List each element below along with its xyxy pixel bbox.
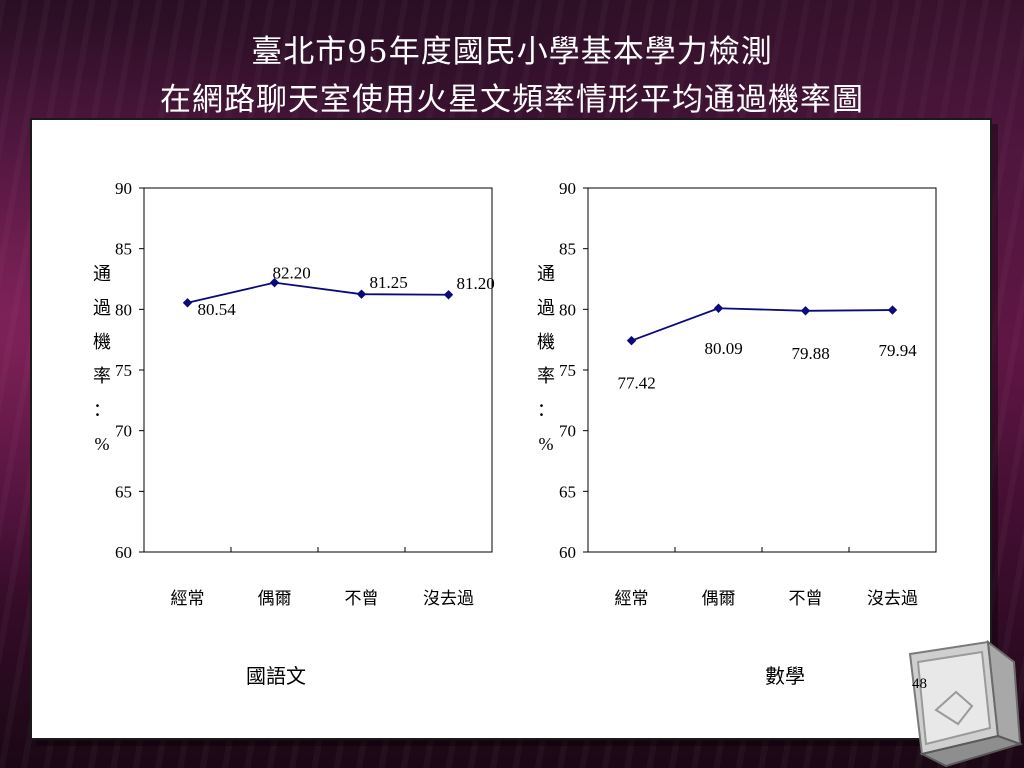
y-tick-label: 60 bbox=[559, 543, 576, 562]
series-line bbox=[187, 281, 449, 304]
y-axis-label-char: ： bbox=[537, 400, 555, 420]
data-label: 80.54 bbox=[198, 300, 237, 319]
y-tick-label: 75 bbox=[559, 361, 576, 380]
slide-title-line2: 在網路聊天室使用火星文頻率情形平均通過機率圖 bbox=[160, 82, 864, 118]
y-axis-label-char: 過 bbox=[93, 298, 111, 318]
page-number: 48 bbox=[912, 676, 927, 692]
y-tick-label: 70 bbox=[559, 422, 576, 441]
y-tick-label: 70 bbox=[115, 422, 132, 441]
series-line bbox=[631, 307, 893, 342]
chart-math: 90 85 80 75 70 65 60 通過機率 ：% 經常 偶爾 不曾 沒去過 77.42 80.09 7… bbox=[537, 179, 937, 608]
y-axis-label-char: 過 bbox=[537, 298, 555, 318]
y-axis-label-char: 率 bbox=[93, 366, 111, 386]
y-axis-label-char: 通 bbox=[93, 264, 111, 284]
chart-panel: 90 85 80 75 70 65 60 通過機率：% 經常 偶爾 不曾 沒去過 80.54 82.20 8… bbox=[30, 118, 992, 740]
data-point-marker bbox=[182, 298, 193, 308]
slide-title-line1: 臺北市95年度國民小學基本學力檢測 bbox=[251, 34, 773, 70]
data-label: 77.42 bbox=[618, 374, 656, 393]
data-point-marker bbox=[800, 306, 811, 316]
y-axis-label-char: % bbox=[95, 434, 110, 454]
y-axis-label-char: 機 bbox=[537, 332, 555, 352]
x-tick-label: 偶爾 bbox=[702, 589, 736, 608]
y-tick-label: 75 bbox=[115, 361, 132, 380]
y-axis-label-char: 率 bbox=[537, 366, 555, 386]
data-point-marker bbox=[626, 335, 637, 346]
x-tick-label: 不曾 bbox=[789, 589, 823, 608]
plot-area bbox=[143, 187, 493, 553]
data-label: 81.25 bbox=[370, 273, 408, 292]
x-tick-label: 經常 bbox=[615, 589, 649, 608]
data-point-marker bbox=[269, 277, 280, 288]
data-label: 82.20 bbox=[273, 264, 311, 283]
data-label: 79.88 bbox=[792, 344, 830, 363]
computer-monitor-icon bbox=[908, 640, 1024, 768]
y-tick-label: 90 bbox=[559, 179, 576, 198]
data-label: 80.09 bbox=[705, 339, 743, 358]
x-tick-label: 偶爾 bbox=[258, 589, 292, 608]
y-tick-label: 65 bbox=[115, 482, 132, 501]
y-axis-label-char: % bbox=[539, 434, 554, 454]
chart-reading: 90 85 80 75 70 65 60 通過機率 ：% 經常 偶爾 不曾 沒去過 80.54 82.20 8… bbox=[93, 179, 495, 608]
y-tick-label: 80 bbox=[115, 300, 132, 319]
data-point-marker bbox=[713, 303, 724, 313]
data-point-marker bbox=[443, 290, 454, 300]
y-tick-label: 60 bbox=[115, 543, 132, 562]
data-point-marker bbox=[356, 289, 367, 299]
y-tick-label: 65 bbox=[559, 482, 576, 501]
x-tick-label: 沒去過 bbox=[423, 589, 474, 608]
x-tick-label: 沒去過 bbox=[867, 589, 918, 608]
data-label: 79.94 bbox=[879, 341, 918, 360]
chart-caption-math: 數學 bbox=[765, 664, 805, 688]
y-tick-label: 80 bbox=[559, 300, 576, 319]
y-axis-label-char: ： bbox=[93, 400, 111, 420]
data-point-marker bbox=[887, 305, 898, 315]
y-axis-label-char: 機 bbox=[93, 332, 111, 352]
y-tick-label: 85 bbox=[559, 240, 576, 259]
y-tick-label: 85 bbox=[115, 240, 132, 259]
x-tick-label: 不曾 bbox=[345, 589, 379, 608]
y-tick-label: 90 bbox=[115, 179, 132, 198]
x-tick-label: 經常 bbox=[171, 589, 205, 608]
data-label: 81.20 bbox=[457, 274, 495, 293]
chart-caption-reading: 國語文 bbox=[246, 664, 306, 688]
plot-area bbox=[587, 187, 937, 553]
y-axis-label-char: 通 bbox=[537, 264, 555, 284]
